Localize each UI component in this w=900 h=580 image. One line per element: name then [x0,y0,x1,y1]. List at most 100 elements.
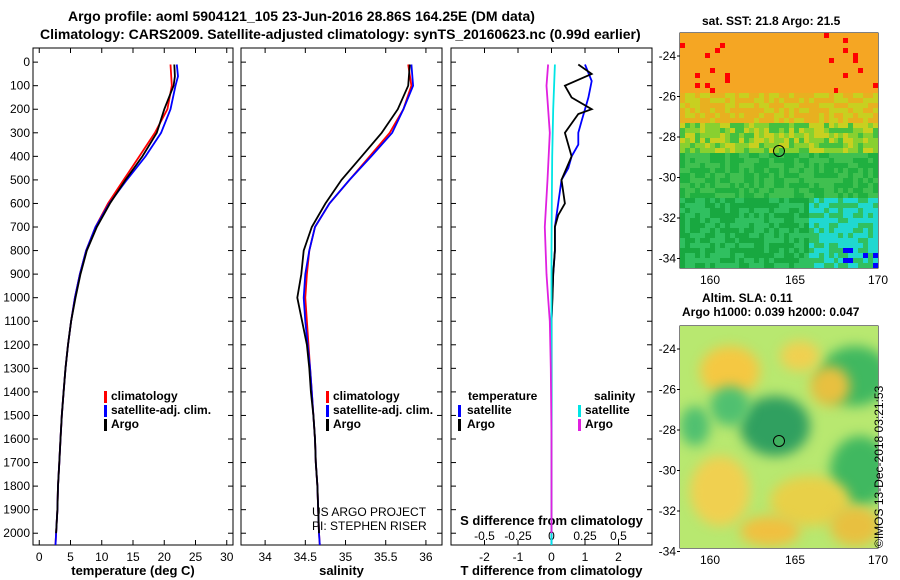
sst-cell [704,203,711,209]
sst-cell [749,93,755,99]
sst-cell [798,163,805,169]
sst-cell [833,93,839,99]
sst-cell [798,228,805,234]
sst-cell [729,138,735,144]
sst-cell [828,253,834,259]
sst-cell [818,108,825,114]
sst-cell [818,178,825,184]
sst-cell [858,73,864,79]
sst-cell [680,168,686,174]
sst-cell [848,98,854,104]
sst-cell [734,233,740,239]
s-tick-label: -0.5 [474,529,495,543]
sst-cell [873,198,878,204]
sst-cell [709,188,716,194]
sst-cell [823,43,830,49]
sst-cell [754,38,760,44]
sst-cell [714,163,721,169]
sst-cell [838,218,844,224]
sst-cell [680,243,686,249]
sst-cell [744,183,750,189]
sst-cell [729,193,735,199]
sst-cell [848,248,854,254]
sst-cell [788,253,795,259]
sst-cell [843,48,849,54]
legend-satellite-label: satellite-adj. clim. [111,403,212,417]
sst-cell [793,253,800,259]
sst-cell [769,208,775,214]
sst-cell [788,108,795,114]
y-tick-label: 1700 [3,456,30,470]
sst-cell [823,103,830,109]
s-tick-label: 0.25 [573,529,597,543]
sst-cell [689,248,696,254]
sst-cell [704,78,711,84]
sst-cell [744,188,750,194]
sst-cell [704,88,711,94]
sla-y-tick-label: -34 [659,545,677,559]
sst-map[interactable] [680,33,878,268]
sst-cell [828,208,834,214]
sst-cell [694,228,701,234]
sst-cell [828,213,834,219]
sst-cell [843,148,849,154]
sst-cell [828,33,834,39]
sst-cell [754,43,760,49]
sst-cell [774,68,780,74]
sst-cell [739,148,745,154]
sst-cell [744,143,750,149]
sst-cell [813,188,820,194]
sst-cell [719,263,726,268]
sst-cell [714,228,721,234]
sla-map[interactable] [680,326,878,548]
sst-cell [868,248,874,254]
sst-cell [739,68,745,74]
sst-cell [739,243,745,249]
sst-cell [793,133,800,139]
sst-cell [704,218,711,224]
sst-cell [803,158,810,164]
sst-cell [853,158,859,164]
sst-cell [704,38,711,44]
sst-cell [685,73,691,79]
legend-panel1: climatology satellite-adj. clim. Argo [104,389,211,431]
sst-cell [784,63,790,69]
sst-cell [848,33,854,39]
sst-cell [808,148,815,154]
sst-cell [853,223,859,229]
sst-cell [729,178,735,184]
sst-cell [764,118,770,124]
sst-cell [843,218,849,224]
sst-cell [779,48,785,54]
sst-cell [848,218,854,224]
y-tick-label: 1800 [3,479,30,493]
sst-cell [818,183,825,189]
sst-cell [788,213,795,219]
sst-cell [764,193,770,199]
sst-cell [719,218,726,224]
sla-blob [810,366,850,406]
sst-cell [729,253,735,259]
sst-cell [848,148,854,154]
sst-cell [848,243,854,249]
sst-cell [699,128,706,134]
sst-cell [744,238,750,244]
sst-cell [798,253,805,259]
sst-cell [808,53,815,59]
legend-s-satellite-label: satellite [585,403,630,417]
sst-cell [823,68,830,74]
sst-cell [724,33,731,39]
sst-y-tick-label: -28 [659,130,677,144]
sst-cell [779,103,785,109]
sst-cell [793,118,800,124]
sst-cell [863,188,869,194]
sst-cell [853,118,859,124]
sst-cell [764,43,770,49]
sst-cell [739,218,745,224]
sst-cell [704,133,711,139]
sst-cell [784,258,790,264]
sst-cell [838,158,844,164]
sst-x-tick-label: 170 [868,273,888,287]
sst-cell [833,43,839,49]
legend-s-argo-label: Argo [585,417,613,431]
